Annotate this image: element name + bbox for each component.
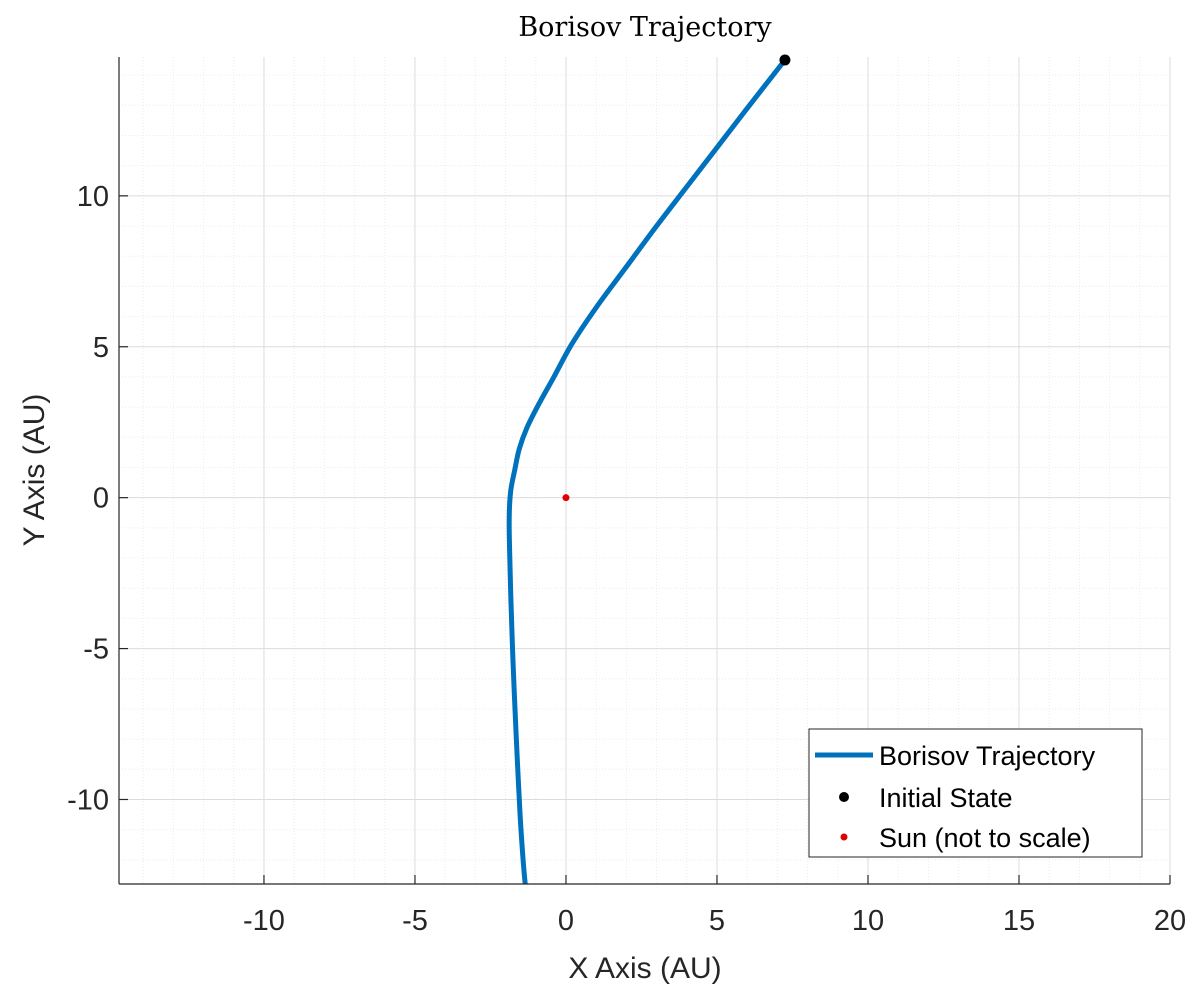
- x-axis-label: X Axis (AU): [568, 952, 721, 985]
- y-tick-label: 0: [93, 483, 109, 515]
- legend-label-initial: Initial State: [879, 783, 1013, 813]
- y-tick-label: 10: [77, 181, 109, 213]
- x-tick-label: 0: [558, 905, 574, 937]
- point-sun: [562, 494, 570, 502]
- major-grid: [119, 57, 1171, 884]
- x-tick-label: -5: [402, 905, 428, 937]
- x-tick-label: -10: [243, 905, 285, 937]
- x-tick-label: 5: [709, 905, 725, 937]
- y-tick-label: -5: [83, 634, 109, 666]
- x-tick-label: 10: [852, 905, 884, 937]
- chart-title: Borisov Trajectory: [518, 12, 772, 43]
- legend: Borisov Trajectory Initial State Sun (no…: [808, 728, 1143, 858]
- series-borisov-trajectory: [506, 58, 787, 885]
- plot-area: [506, 54, 791, 885]
- legend-marker-sun: [840, 833, 848, 841]
- y-tick-label: -10: [67, 784, 109, 816]
- legend-marker-initial: [839, 792, 849, 802]
- axes: [118, 57, 1171, 885]
- legend-label-sun: Sun (not to scale): [879, 823, 1091, 853]
- tick-labels: -10 -5 0 5 10 15 20 -10 -5 0 5 10: [67, 181, 1186, 937]
- x-tick-label: 15: [1003, 905, 1035, 937]
- legend-box: [808, 728, 1143, 858]
- legend-label-trajectory: Borisov Trajectory: [879, 741, 1096, 771]
- point-initial-state: [779, 54, 791, 66]
- y-axis-label: Y Axis (AU): [18, 394, 51, 547]
- minor-grid: [119, 57, 1170, 884]
- y-tick-label: 5: [93, 332, 109, 364]
- x-tick-label: 20: [1154, 905, 1186, 937]
